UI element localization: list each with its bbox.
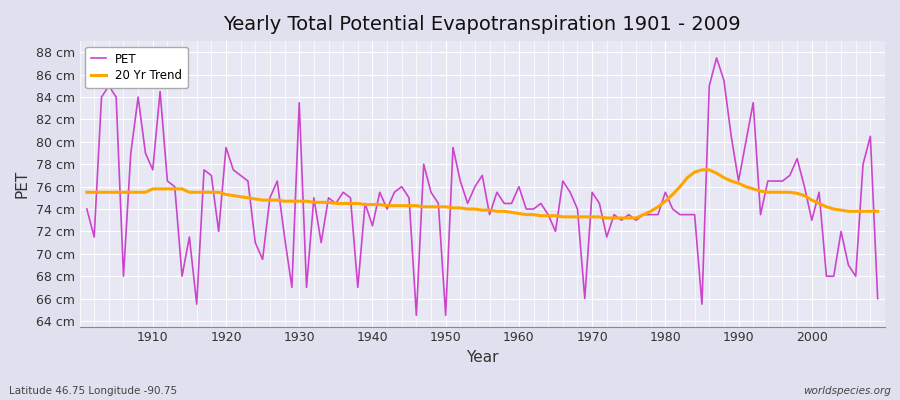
20 Yr Trend: [514, 211, 525, 216]
20 Yr Trend: [82, 190, 93, 195]
PET: [302, 285, 312, 290]
PET: [514, 184, 525, 189]
20 Yr Trend: [302, 199, 312, 204]
Line: 20 Yr Trend: 20 Yr Trend: [87, 170, 878, 218]
X-axis label: Year: Year: [466, 350, 499, 365]
20 Yr Trend: [345, 201, 356, 206]
20 Yr Trend: [608, 216, 619, 220]
PET: [521, 207, 532, 212]
PET: [345, 196, 356, 200]
20 Yr Trend: [872, 209, 883, 214]
PET: [82, 207, 93, 212]
20 Yr Trend: [601, 216, 612, 220]
Line: PET: PET: [87, 58, 878, 315]
20 Yr Trend: [506, 210, 517, 215]
Title: Yearly Total Potential Evapotranspiration 1901 - 2009: Yearly Total Potential Evapotranspiratio…: [223, 15, 741, 34]
PET: [872, 296, 883, 301]
PET: [140, 151, 151, 156]
PET: [711, 56, 722, 60]
Legend: PET, 20 Yr Trend: PET, 20 Yr Trend: [86, 47, 188, 88]
20 Yr Trend: [140, 190, 151, 195]
Text: Latitude 46.75 Longitude -90.75: Latitude 46.75 Longitude -90.75: [9, 386, 177, 396]
PET: [411, 313, 422, 318]
20 Yr Trend: [697, 168, 707, 172]
Text: worldspecies.org: worldspecies.org: [803, 386, 891, 396]
Y-axis label: PET: PET: [15, 170, 30, 198]
PET: [608, 212, 619, 217]
